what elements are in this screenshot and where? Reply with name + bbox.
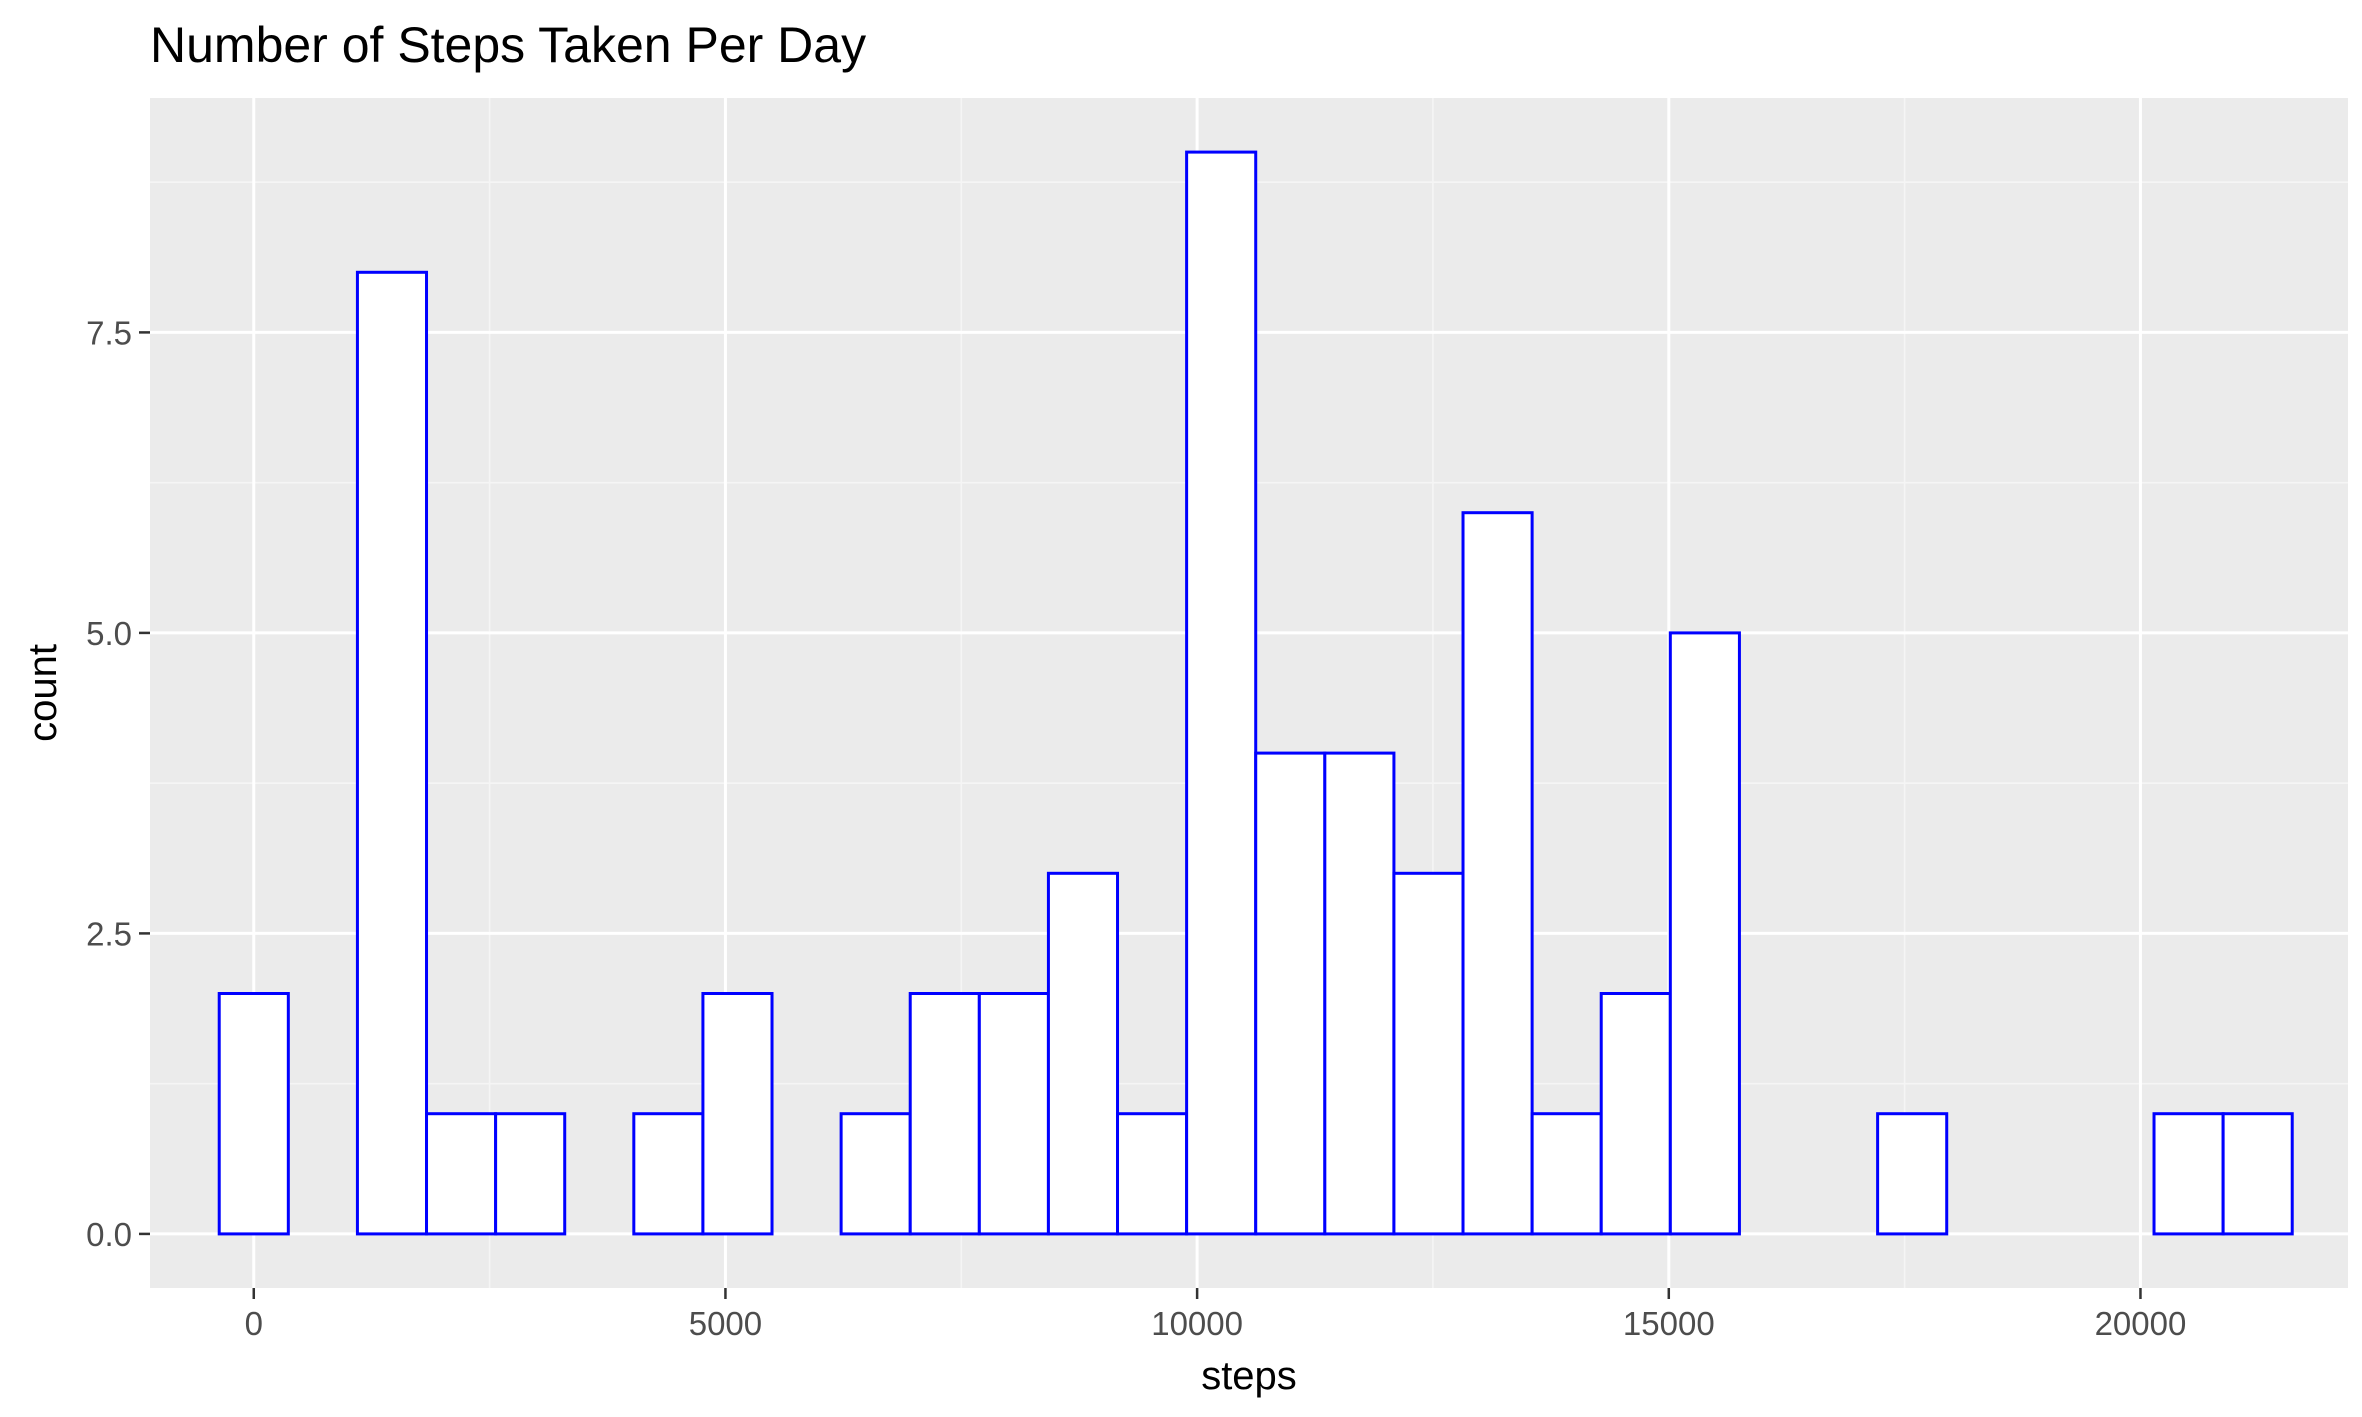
x-axis-title: steps <box>1201 1354 1297 1398</box>
y-axis-title: count <box>21 644 65 742</box>
histogram-bar <box>1323 751 1396 1236</box>
histogram-bars <box>217 150 2294 1236</box>
histogram-bar <box>701 992 774 1236</box>
x-tick-label: 10000 <box>1151 1305 1243 1342</box>
chart-title: Number of Steps Taken Per Day <box>150 17 866 73</box>
histogram-bar <box>425 1112 498 1236</box>
histogram-bar <box>1599 992 1672 1236</box>
histogram-bar <box>839 1112 912 1236</box>
histogram-bar <box>2152 1112 2225 1236</box>
histogram-bar <box>494 1112 567 1236</box>
x-tick-label: 15000 <box>1623 1305 1715 1342</box>
histogram-bar <box>217 992 290 1236</box>
histogram-bar <box>355 270 429 1236</box>
y-tick-label: 0.0 <box>86 1216 132 1253</box>
x-tick-label: 5000 <box>689 1305 762 1342</box>
histogram-bar <box>632 1112 705 1236</box>
histogram-bar <box>1668 631 1741 1236</box>
histogram-bar <box>977 992 1050 1236</box>
histogram-bar <box>1392 871 1465 1236</box>
histogram-bar <box>1116 1112 1189 1236</box>
histogram-bar <box>1876 1112 1949 1236</box>
histogram-bar <box>908 992 981 1236</box>
histogram-bar <box>1530 1112 1603 1236</box>
x-tick-label: 0 <box>245 1305 263 1342</box>
histogram-bar <box>1254 751 1327 1236</box>
x-tick-label: 20000 <box>2095 1305 2187 1342</box>
histogram-bar <box>1461 511 1534 1236</box>
y-axis-ticks: 0.0 2.5 5.0 7.5 <box>86 314 150 1253</box>
y-tick-label: 7.5 <box>86 314 132 351</box>
histogram-bar <box>1185 150 1258 1236</box>
y-tick-label: 2.5 <box>86 915 132 952</box>
y-tick-label: 5.0 <box>86 615 132 652</box>
histogram-bar <box>2221 1112 2294 1236</box>
histogram-bar <box>1046 871 1120 1236</box>
x-axis-ticks: 0 5000 10000 15000 20000 <box>245 1288 2187 1342</box>
